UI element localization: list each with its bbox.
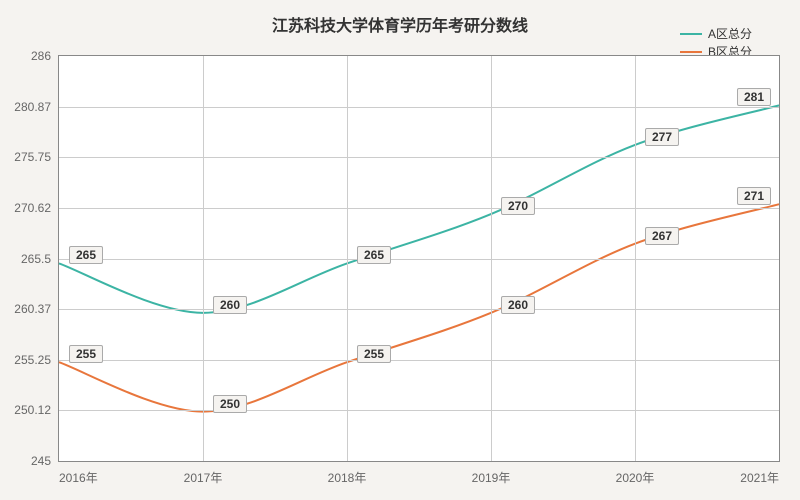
gridline-v (491, 56, 492, 461)
data-label: 260 (213, 296, 247, 314)
chart-container: 江苏科技大学体育学历年考研分数线 A区总分B区总分 245250.12255.2… (0, 0, 800, 500)
gridline-v (203, 56, 204, 461)
gridline-h (59, 360, 779, 361)
gridline-h (59, 107, 779, 108)
x-tick-label: 2017年 (184, 469, 223, 486)
data-label: 255 (357, 345, 391, 363)
legend-swatch (680, 51, 702, 53)
gridline-h (59, 309, 779, 310)
y-tick-label: 265.5 (21, 252, 51, 266)
plot-area: 245250.12255.25260.37265.5270.62275.7528… (58, 55, 780, 462)
y-tick-label: 275.75 (14, 150, 51, 164)
legend-label: A区总分 (708, 27, 752, 41)
data-label: 270 (501, 197, 535, 215)
data-label: 271 (737, 187, 771, 205)
gridline-h (59, 259, 779, 260)
x-tick-label: 2018年 (328, 469, 367, 486)
data-label: 281 (737, 88, 771, 106)
legend-item: A区总分 (680, 25, 752, 42)
x-tick-label: 2020年 (616, 469, 655, 486)
y-tick-label: 286 (31, 49, 51, 63)
gridline-h (59, 208, 779, 209)
y-tick-label: 245 (31, 454, 51, 468)
x-tick-label: 2021年 (740, 469, 779, 486)
data-label: 260 (501, 296, 535, 314)
gridline-v (635, 56, 636, 461)
data-label: 250 (213, 395, 247, 413)
gridline-h (59, 157, 779, 158)
y-tick-label: 280.87 (14, 100, 51, 114)
y-tick-label: 255.25 (14, 353, 51, 367)
gridline-h (59, 410, 779, 411)
x-tick-label: 2019年 (472, 469, 511, 486)
data-label: 265 (357, 246, 391, 264)
data-label: 255 (69, 345, 103, 363)
data-label: 265 (69, 246, 103, 264)
y-tick-label: 270.62 (14, 201, 51, 215)
x-tick-label: 2016年 (59, 469, 98, 486)
legend-swatch (680, 33, 702, 35)
y-tick-label: 260.37 (14, 302, 51, 316)
data-label: 267 (645, 227, 679, 245)
y-tick-label: 250.12 (14, 403, 51, 417)
gridline-v (347, 56, 348, 461)
chart-title: 江苏科技大学体育学历年考研分数线 (272, 12, 528, 36)
data-label: 277 (645, 128, 679, 146)
